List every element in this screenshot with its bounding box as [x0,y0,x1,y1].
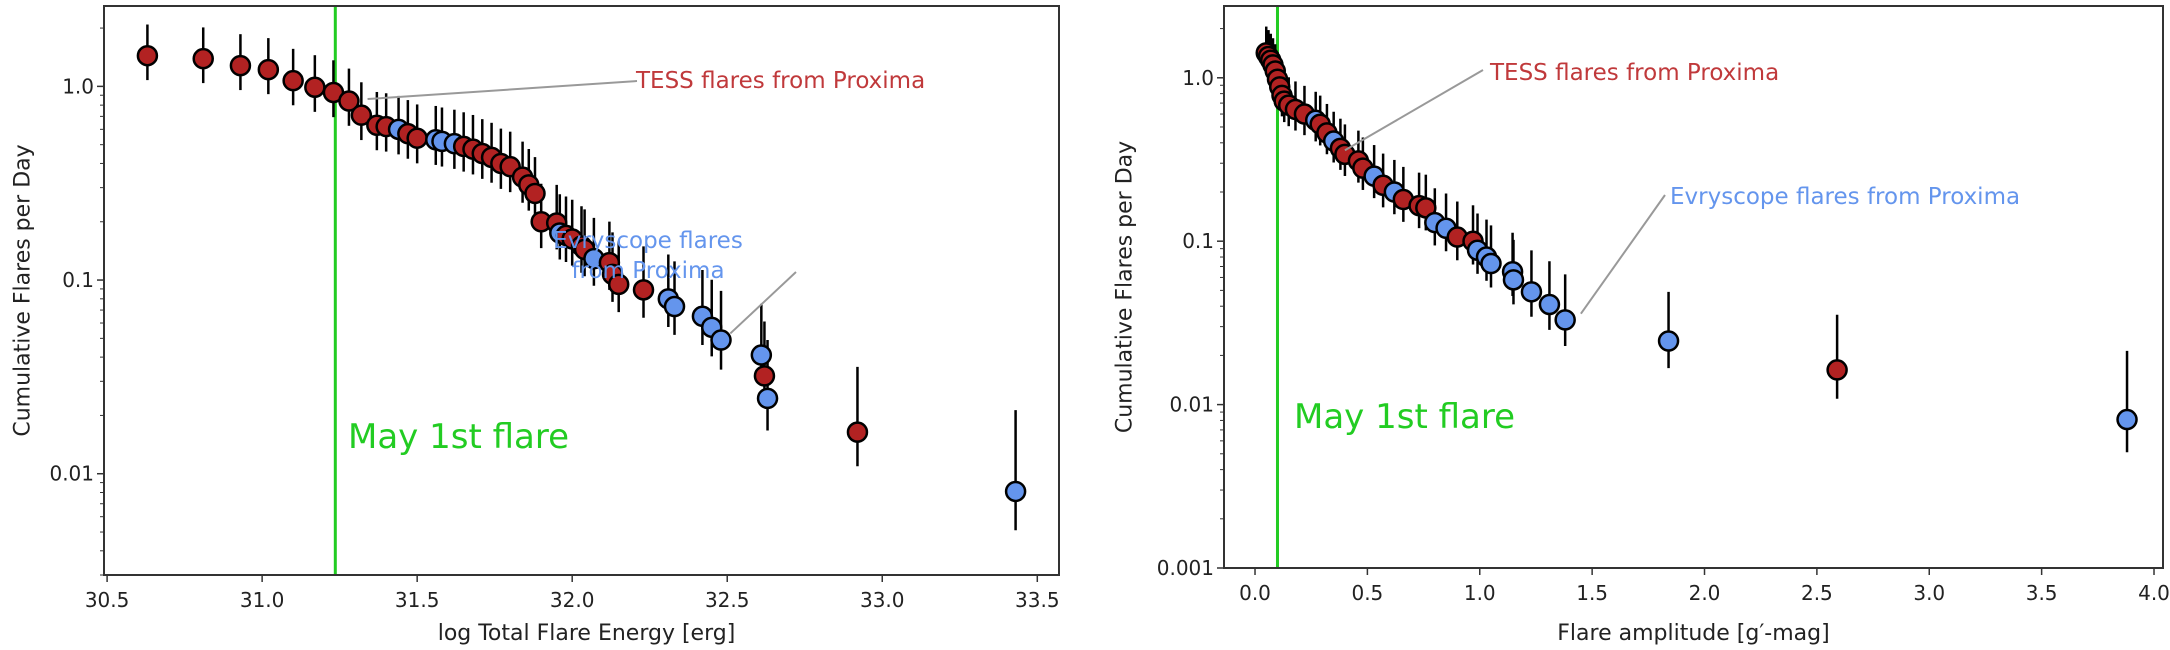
evryscope-flare-point [750,344,773,366]
x-tick-label: 33.0 [860,588,905,612]
x-tick-label: 4.0 [2138,581,2170,605]
evryscope-flare-point [756,387,779,410]
y-axis-label: Cumulative Flares per Day [1113,141,1138,433]
tess-flare-point [304,76,326,98]
energy-ffd-panel: May 1st flare TESS flares from Proxima Evr… [11,5,1060,646]
evryscope-flare-point [1004,480,1027,503]
x-tick-label: 32.0 [550,588,595,612]
x-tick-label: 2.0 [1689,581,1721,605]
x-axis-label: log Total Flare Energy [erg] [438,621,736,646]
annotation-leader-line [367,80,638,101]
amplitude-ffd-panel: May 1st flare TESS flares from Proxima Evr… [1113,5,2170,646]
evryscope-flare-point [1520,281,1543,303]
axes-frame [103,5,1060,576]
data-markers [136,44,1027,503]
x-tick-label: 30.5 [85,588,130,612]
y-tick-label: 1.0 [1182,66,1214,90]
tess-flare-point [338,90,360,112]
x-tick-label: 32.5 [705,588,750,612]
annotation-leader-line [1580,194,1666,315]
tess-annotation: TESS flares from Proxima [1489,60,1779,86]
tess-annotation: TESS flares from Proxima [635,68,925,94]
tess-flare-point [257,58,280,81]
error-bars [1265,26,2129,453]
axes-frame [1223,5,2164,569]
tess-flare-point [846,421,869,443]
x-tick-label: 2.5 [1801,581,1833,605]
tess-flare-point [1826,359,1848,381]
x-tick-label: 1.0 [1464,581,1496,605]
x-axis-label: Flare amplitude [g′-mag] [1557,621,1829,646]
tess-flare-point [607,273,630,296]
evryscope-annotation: Evryscope flares from Proxima [1670,184,2020,210]
data-markers [1255,42,2138,431]
tess-flare-point [229,54,252,77]
tess-flare-point [350,104,373,126]
y-tick-label: 0.01 [49,462,94,486]
annotation-leader-line [729,271,797,335]
evryscope-flare-point [710,329,732,351]
y-tick-label: 0.1 [1182,229,1214,253]
y-tick-label: 0.01 [1169,393,1214,417]
tess-flare-point [753,365,776,387]
y-axis-label: Cumulative Flares per Day [11,144,36,436]
evryscope-flare-point [1480,252,1502,275]
x-tick-label: 0.5 [1351,581,1383,605]
y-tick-label: 1.0 [62,74,94,98]
x-tick-label: 31.5 [395,588,440,612]
evryscope-annotation-line2: from Proxima [571,258,724,284]
x-tick-label: 0.0 [1239,581,1271,605]
tess-flare-point [524,182,546,205]
may-1st-flare-label: May 1st flare [1294,397,1515,437]
tess-flare-point [632,279,655,301]
x-tick-label: 31.0 [240,588,285,612]
x-tick-label: 3.5 [2026,581,2058,605]
evryscope-flare-point [663,295,686,318]
may-1st-flare-label: May 1st flare [348,417,569,457]
tess-flare-point [136,44,159,67]
evryscope-flare-point [1502,269,1525,291]
x-tick-label: 1.5 [1576,581,1608,605]
annotation-leader-line [1344,69,1484,152]
x-tick-label: 33.5 [1015,588,1060,612]
evryscope-flare-point [1554,309,1576,331]
tess-flare-point [192,47,214,70]
x-tick-label: 3.0 [1913,581,1945,605]
evryscope-annotation: Evryscope flares [553,228,743,254]
evryscope-flare-point [1657,330,1680,352]
tess-flare-point [282,69,304,92]
y-tick-label: 0.1 [62,268,94,292]
tess-flare-point [406,127,428,149]
evryscope-flare-point [2116,408,2138,431]
evryscope-flare-point [1538,293,1561,316]
y-tick-label: 0.001 [1157,556,1214,580]
